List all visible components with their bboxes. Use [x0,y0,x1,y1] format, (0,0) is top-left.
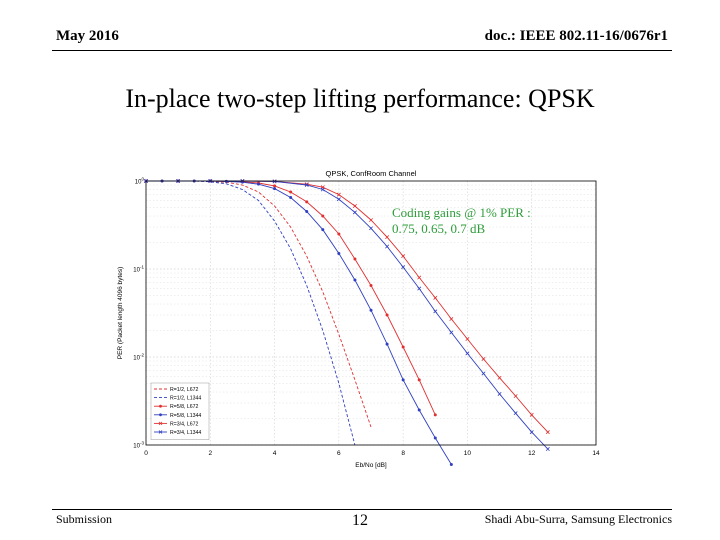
x-tick-label: 0 [144,450,148,457]
data-point [305,210,309,214]
data-point [465,351,470,356]
data-point [401,378,405,382]
data-point [337,232,341,236]
data-point [337,252,341,256]
data-point [385,313,389,317]
x-axis-label: Eb/No [dB] [355,462,387,469]
x-tick-label: 12 [528,450,536,457]
series-line [146,180,356,446]
footer-author: Shadi Abu-Surra, Samsung Electronics [484,512,672,526]
data-point [257,182,260,186]
legend-entry: R=1/2, L1344 [170,396,201,402]
data-point [305,200,309,204]
data-point [321,214,325,218]
data-point [401,265,406,270]
chart-grid [145,181,597,446]
legend-entry: R=3/4, L1344 [170,430,201,436]
legend-marker [159,413,162,417]
data-point [481,356,486,361]
plot-frame [145,180,597,446]
data-point [417,408,421,412]
data-point [320,187,325,192]
data-point [449,463,453,467]
data-point [336,197,341,202]
data-point [449,330,454,335]
data-point [369,283,373,287]
data-point [545,447,550,452]
data-point [385,235,390,240]
footer-submission: Submission [56,512,113,526]
data-point [465,337,470,342]
y-tick-label: 10-1 [133,265,144,274]
data-point [289,195,293,199]
data-point [449,317,454,322]
data-point [513,394,518,399]
data-point [304,183,309,188]
data-point [497,375,502,380]
coding-gains-annotation: Coding gains @ 1% PER : 0.75, 0.65, 0.7 … [392,205,531,237]
data-point [529,430,534,435]
legend-entry: R=3/4, L672 [170,421,199,427]
annotation-line-1: Coding gains @ 1% PER : [392,205,531,220]
legend-marker [159,404,162,408]
chart-title: QPSK, ConfRoom Channel [326,169,417,178]
data-point [369,308,373,312]
y-tick-label: 100 [135,177,145,186]
annotation-line-2: 0.75, 0.65, 0.7 dB [392,221,486,236]
legend-entry: R=1/2, L672 [170,387,199,393]
legend-entry: R=5/8, L672 [170,404,199,410]
data-point [433,413,437,417]
legend-entry: R=5/8, L1344 [170,413,201,419]
data-point [353,257,357,261]
data-point [336,192,341,197]
per-chart: 0 2 4 6 8 10 12 14 100 10-1 10-2 10-3 QPSK, ConfRoo… [110,160,610,475]
x-tick-label: 8 [401,450,405,457]
y-tick-label: 10-3 [133,441,144,450]
chart-legend: R=1/2, L672 R=1/2, L1344 R=5/8, L672 R=5/8,… [150,382,210,440]
x-tick-label: 2 [208,450,212,457]
data-point [433,436,437,440]
data-point [433,295,438,300]
data-point [273,184,277,188]
data-point [513,411,518,416]
data-point [497,391,502,396]
data-point [369,226,373,231]
legend-marker [158,430,163,434]
slide-title: In-place two-step lifting performance: Q… [125,84,595,113]
data-point [321,228,325,232]
data-point [369,218,373,223]
page-number: 12 [352,512,368,529]
y-axis-label: PER (Packet length 4096 bytes) [117,267,124,360]
data-point [481,371,486,376]
data-point [417,286,422,291]
data-point [353,278,357,282]
legend-box [150,382,210,440]
header-date: May 2016 [56,28,119,44]
data-point [352,210,357,215]
legend-marker [158,421,163,426]
footer-rule [52,509,672,510]
data-point [401,254,406,259]
header-doc-id: doc.: IEEE 802.11-16/0676r1 [484,28,668,44]
data-point [385,244,390,249]
x-tick-label: 14 [592,450,600,457]
data-point [529,412,534,417]
data-point [401,345,405,349]
data-point [545,430,550,435]
x-tick-label: 10 [464,450,472,457]
data-point [433,309,438,314]
x-tick-label: 4 [273,450,277,457]
y-tick-label: 10-2 [133,353,144,362]
x-tick-label: 6 [337,450,341,457]
data-point [352,204,357,208]
series-2 [146,180,356,446]
data-point [417,378,421,382]
data-point [417,275,422,280]
data-point [273,187,277,191]
data-point [289,190,293,194]
data-point [385,342,389,346]
chart-ticks: 0 2 4 6 8 10 12 14 100 10-1 10-2 10-3 [133,177,600,458]
header-rule [52,50,672,51]
